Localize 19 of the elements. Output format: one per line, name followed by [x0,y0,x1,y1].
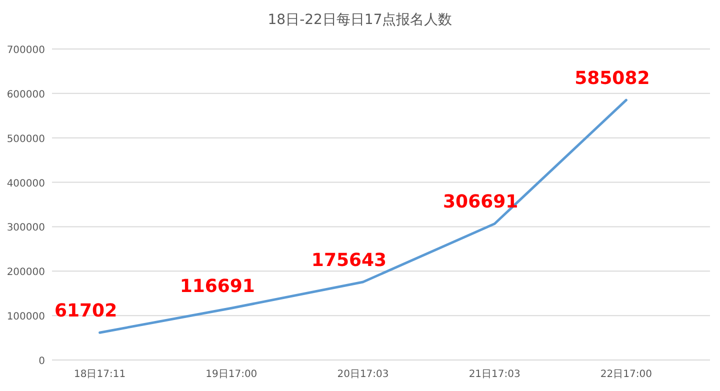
x-tick-label: 21日17:03 [468,369,520,380]
chart-title: 18日-22日每日17点报名人数 [268,12,452,28]
data-label: 585082 [574,68,650,90]
data-label: 116691 [180,276,255,298]
data-label: 306691 [443,192,518,213]
x-tick-label: 19日17:00 [206,369,258,380]
y-tick-label: 200000 [6,267,45,278]
x-tick-label: 18日17:11 [74,369,126,380]
y-tick-label: 400000 [6,178,45,190]
y-tick-label: 500000 [6,134,45,145]
x-tick-label: 20日17:03 [337,369,389,380]
data-label: 61702 [54,300,118,322]
y-tick-label: 100000 [6,312,45,323]
y-tick-label: 700000 [6,45,45,56]
x-tick-label: 22日17:00 [600,369,652,380]
y-tick-label: 0 [38,356,45,367]
data-label: 175643 [311,250,387,271]
y-tick-label: 600000 [6,89,45,100]
y-tick-label: 300000 [6,222,45,234]
